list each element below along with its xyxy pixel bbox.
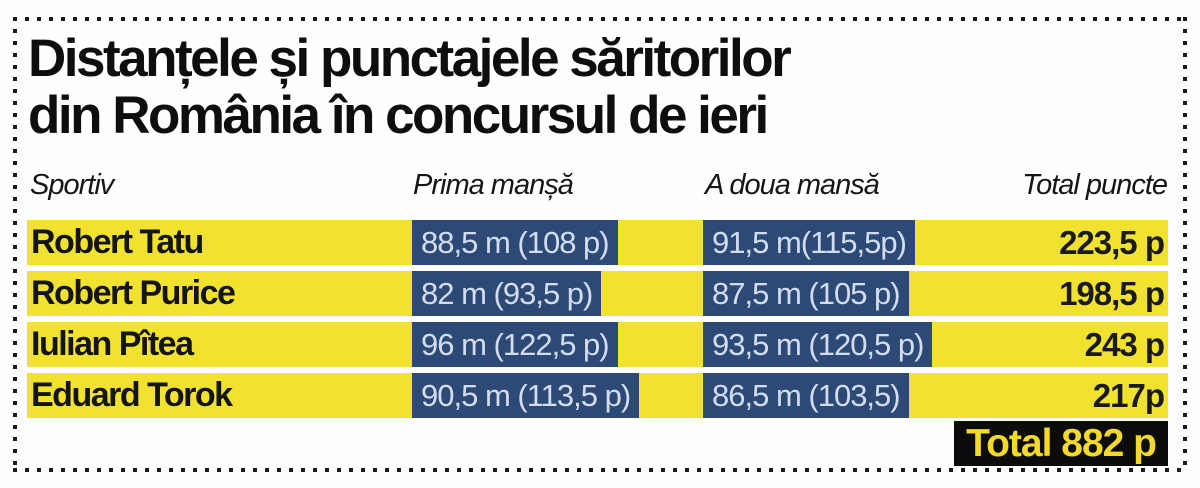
column-header-sportiv: Sportiv — [30, 169, 114, 201]
run1-value: 90,5 m (113,5 p) — [412, 373, 640, 418]
run2-value: 91,5 m(115,5p) — [703, 220, 915, 265]
headline-line1: Distanțele și punctajele săritorilor — [28, 29, 792, 88]
headline-line2: din România în concursul de ieri — [28, 86, 769, 145]
athlete-name: Robert Tatu — [31, 223, 204, 261]
total-points: 243 p — [1084, 326, 1165, 363]
total-points: 198,5 p — [1059, 275, 1165, 312]
athlete-name: Iulian Pîtea — [31, 325, 194, 363]
column-header-total-puncte: Total puncte — [1022, 169, 1168, 201]
run2-value: 93,5 m (120,5 p) — [703, 322, 933, 367]
total-points: 217p — [1092, 377, 1165, 414]
grand-total-badge: Total 882 p — [954, 421, 1168, 466]
run2-value: 87,5 m (105 p) — [703, 271, 909, 316]
total-points: 223,5 p — [1059, 224, 1165, 261]
table-row: Robert Tatu 88,5 m (108 p) 91,5 m(115,5p… — [27, 220, 1168, 265]
table-row: Iulian Pîtea 96 m (122,5 p) 93,5 m (120,… — [27, 322, 1168, 367]
table-row: Eduard Torok 90,5 m (113,5 p) 86,5 m (10… — [27, 373, 1168, 418]
run1-value: 82 m (93,5 p) — [412, 271, 602, 316]
column-header-a-doua-mansa: A doua mansă — [705, 169, 880, 201]
run2-value: 86,5 m (103,5) — [703, 373, 909, 418]
dotted-border-right — [1183, 17, 1187, 472]
headline: Distanțele și punctajele săritorilor din… — [28, 29, 792, 145]
table-row: Robert Purice 82 m (93,5 p) 87,5 m (105 … — [27, 271, 1168, 316]
run1-value: 96 m (122,5 p) — [412, 322, 618, 367]
column-header-prima-mansa: Prima manșă — [413, 169, 574, 201]
run1-value: 88,5 m (108 p) — [412, 220, 618, 265]
dotted-border-bottom — [13, 468, 1187, 472]
dotted-border-left — [13, 17, 17, 472]
athlete-name: Eduard Torok — [31, 376, 233, 414]
athlete-name: Robert Purice — [31, 274, 236, 312]
dotted-border-top — [13, 17, 1187, 21]
